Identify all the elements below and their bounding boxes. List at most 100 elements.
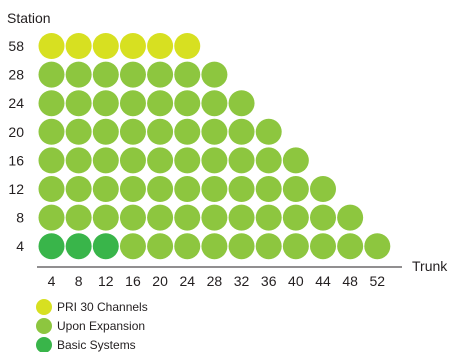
data-point bbox=[201, 90, 228, 117]
data-point bbox=[92, 233, 119, 260]
data-point bbox=[147, 118, 174, 145]
data-points bbox=[38, 33, 391, 260]
data-point bbox=[38, 233, 65, 260]
data-point bbox=[119, 147, 146, 174]
data-point bbox=[201, 204, 228, 231]
data-point bbox=[255, 204, 282, 231]
data-point bbox=[92, 61, 119, 88]
data-point bbox=[65, 33, 92, 59]
data-point bbox=[65, 147, 92, 174]
data-point bbox=[174, 61, 201, 88]
data-point bbox=[201, 176, 228, 202]
data-point bbox=[38, 147, 65, 174]
data-point bbox=[119, 118, 146, 145]
data-point bbox=[228, 233, 255, 260]
x-tick-label: 36 bbox=[261, 273, 277, 289]
x-tick-label: 48 bbox=[342, 273, 358, 289]
data-point bbox=[228, 147, 255, 174]
y-tick-label: 58 bbox=[8, 38, 24, 54]
data-point bbox=[255, 176, 282, 202]
data-point bbox=[174, 204, 201, 231]
y-tick-label: 16 bbox=[8, 152, 24, 168]
data-point bbox=[201, 233, 228, 260]
data-point bbox=[119, 204, 146, 231]
data-point bbox=[147, 176, 174, 202]
data-point bbox=[65, 61, 92, 88]
y-tick-label: 24 bbox=[8, 95, 24, 111]
data-point bbox=[147, 233, 174, 260]
data-point bbox=[174, 147, 201, 174]
data-point bbox=[228, 204, 255, 231]
y-tick-label: 28 bbox=[8, 67, 24, 83]
data-point bbox=[119, 33, 146, 59]
legend-swatch bbox=[36, 318, 52, 334]
data-point bbox=[255, 118, 282, 145]
y-tick-label: 8 bbox=[16, 210, 24, 226]
x-tick-labels: 4 8 12 16 20 24 28 32 36 40 44 48 52 bbox=[48, 273, 386, 289]
data-point bbox=[65, 204, 92, 231]
x-tick-label: 32 bbox=[234, 273, 250, 289]
data-point bbox=[119, 61, 146, 88]
legend-swatch bbox=[36, 299, 52, 315]
data-point bbox=[337, 204, 364, 231]
data-point bbox=[282, 204, 309, 231]
y-axis-title: Station bbox=[7, 10, 51, 26]
data-point bbox=[119, 233, 146, 260]
x-tick-label: 4 bbox=[48, 273, 56, 289]
data-point bbox=[174, 118, 201, 145]
data-point bbox=[65, 118, 92, 145]
x-axis-title: Trunk bbox=[412, 258, 448, 274]
data-point bbox=[38, 204, 65, 231]
legend-label: Upon Expansion bbox=[57, 319, 145, 333]
data-point bbox=[201, 61, 228, 88]
legend: PRI 30 Channels Upon Expansion Basic Syste… bbox=[36, 299, 148, 352]
data-point bbox=[92, 33, 119, 59]
data-point bbox=[38, 118, 65, 145]
data-point bbox=[92, 176, 119, 202]
data-point bbox=[201, 118, 228, 145]
data-point bbox=[38, 33, 65, 59]
data-point bbox=[310, 233, 336, 260]
y-tick-label: 4 bbox=[16, 238, 24, 254]
x-tick-label: 28 bbox=[207, 273, 223, 289]
data-point bbox=[174, 176, 201, 202]
data-point bbox=[282, 147, 309, 174]
data-point bbox=[255, 147, 282, 174]
data-point bbox=[65, 90, 92, 117]
x-tick-label: 24 bbox=[179, 273, 195, 289]
x-tick-label: 12 bbox=[98, 273, 114, 289]
legend-label: Basic Systems bbox=[57, 338, 136, 352]
x-tick-label: 44 bbox=[315, 273, 331, 289]
data-point bbox=[228, 176, 255, 202]
data-point bbox=[282, 176, 309, 202]
x-tick-label: 40 bbox=[288, 273, 304, 289]
legend-label: PRI 30 Channels bbox=[57, 300, 148, 314]
data-point bbox=[65, 176, 92, 202]
data-point bbox=[92, 147, 119, 174]
data-point bbox=[174, 33, 201, 59]
data-point bbox=[337, 233, 364, 260]
data-point bbox=[38, 90, 65, 117]
data-point bbox=[228, 90, 255, 117]
x-tick-label: 52 bbox=[370, 273, 386, 289]
y-tick-label: 20 bbox=[8, 124, 24, 140]
x-tick-label: 16 bbox=[125, 273, 141, 289]
data-point bbox=[119, 176, 146, 202]
data-point bbox=[92, 204, 119, 231]
y-tick-label: 12 bbox=[8, 181, 24, 197]
data-point bbox=[92, 118, 119, 145]
data-point bbox=[310, 204, 336, 231]
data-point bbox=[147, 147, 174, 174]
data-point bbox=[147, 33, 174, 59]
x-tick-label: 8 bbox=[75, 273, 83, 289]
data-point bbox=[65, 233, 92, 260]
data-point bbox=[119, 90, 146, 117]
data-point bbox=[92, 90, 119, 117]
data-point bbox=[255, 233, 282, 260]
y-tick-labels: 58 28 24 20 16 12 8 4 bbox=[8, 38, 24, 254]
data-point bbox=[147, 90, 174, 117]
data-point bbox=[201, 147, 228, 174]
data-point bbox=[38, 176, 65, 202]
data-point bbox=[38, 61, 65, 88]
